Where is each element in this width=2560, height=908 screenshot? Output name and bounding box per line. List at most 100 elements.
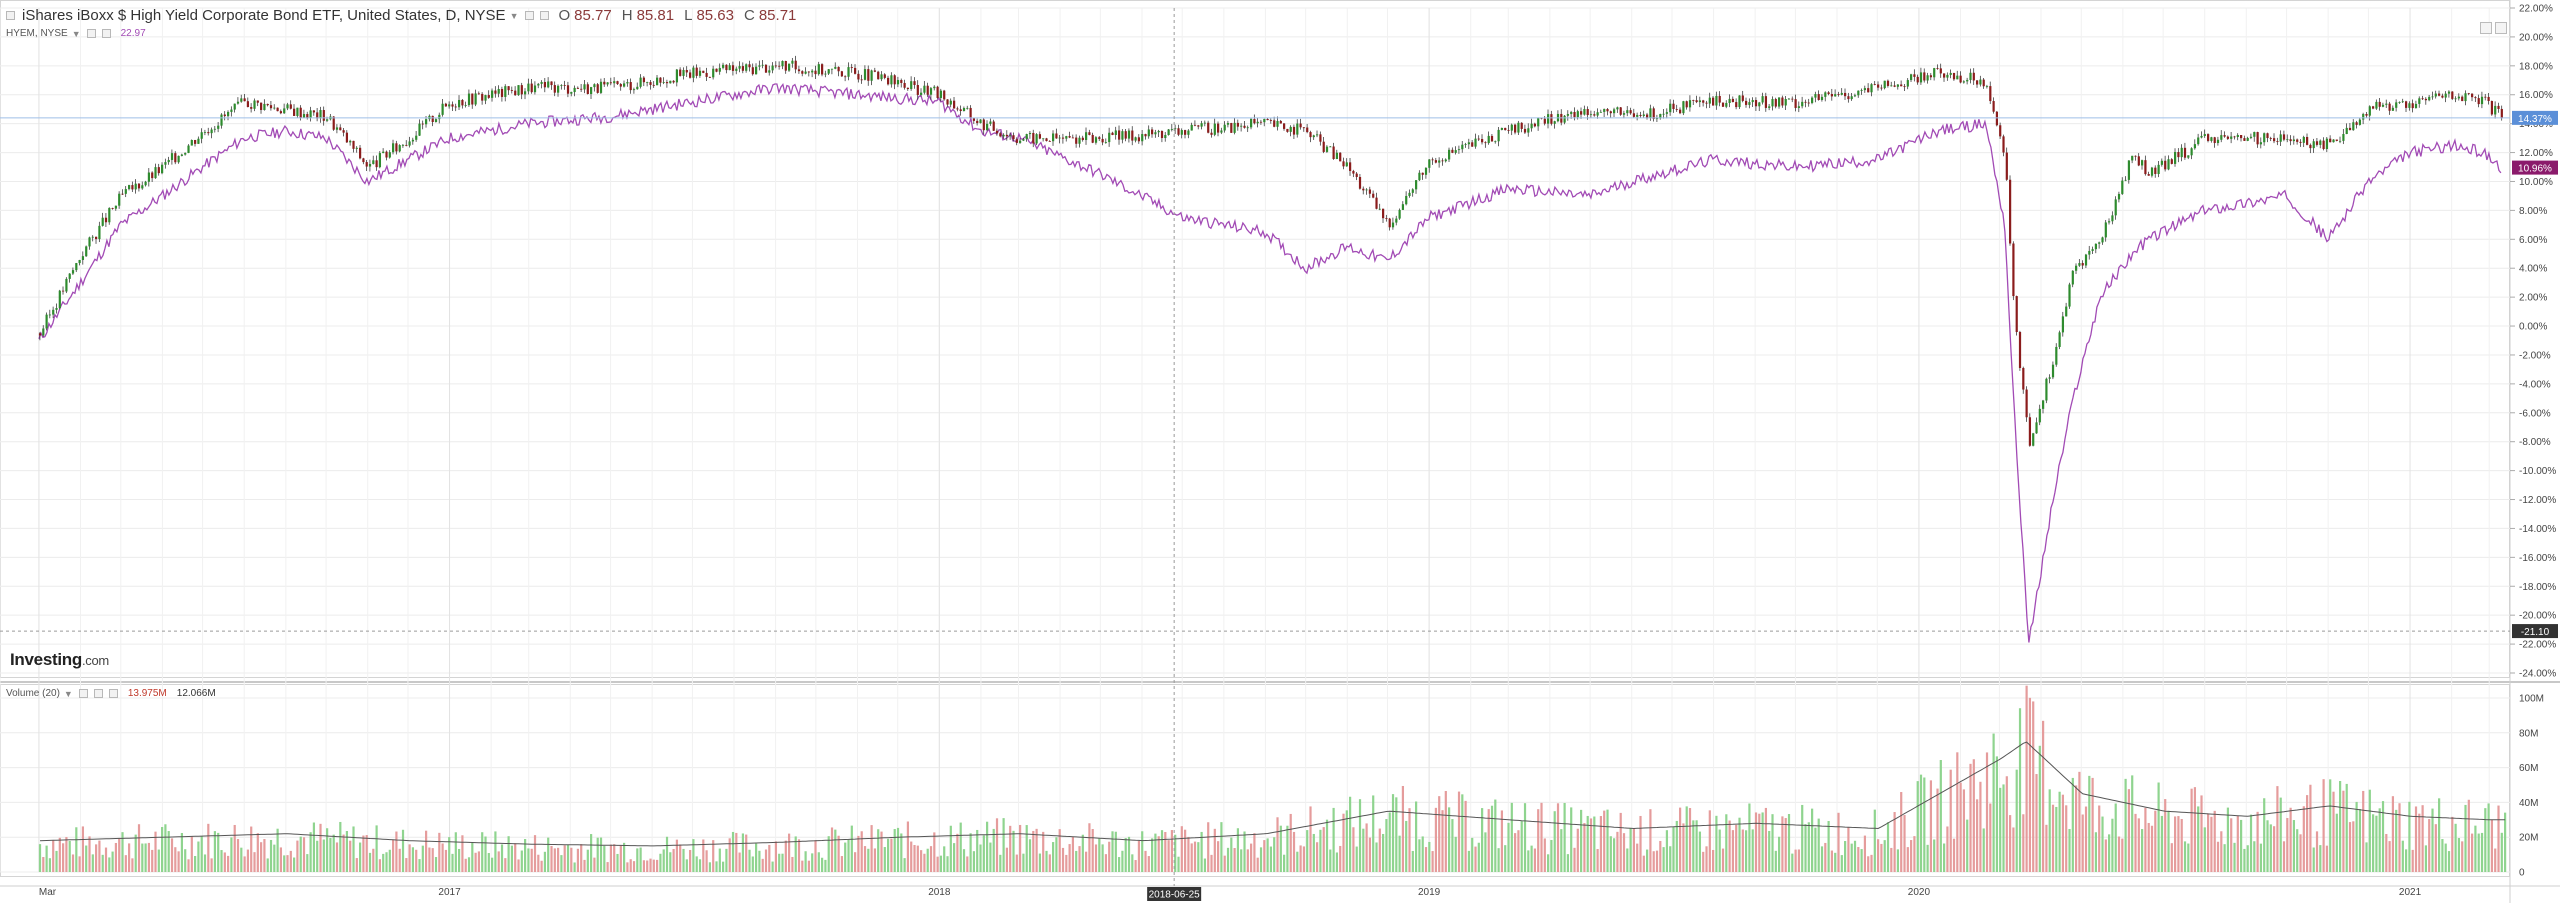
volume-bar	[814, 840, 817, 872]
chevron-down-icon[interactable]: ▼	[71, 28, 81, 39]
volume-bar	[698, 859, 702, 872]
restore-icon[interactable]	[2495, 22, 2507, 34]
volume-bar	[2385, 833, 2388, 872]
volume-bar	[1632, 828, 1636, 872]
candle-body	[1754, 100, 1758, 107]
candle-body	[507, 86, 510, 91]
candle-body	[316, 112, 319, 119]
volume-bar	[1035, 828, 1038, 872]
candle-body	[2144, 160, 2147, 175]
candle-body	[527, 83, 530, 92]
volume-bar	[2048, 789, 2051, 872]
candle-body	[1596, 112, 1599, 116]
candle-body	[1877, 84, 1880, 88]
candle-body	[180, 154, 184, 156]
collapse-icon[interactable]	[6, 11, 15, 20]
volume-bar	[1943, 843, 1946, 872]
volume-bar	[1124, 838, 1127, 872]
candle-body	[415, 135, 418, 140]
volume-bar	[2414, 806, 2418, 872]
hide-icon[interactable]	[539, 11, 549, 20]
settings-icon[interactable]	[524, 11, 534, 20]
volume-bar	[1599, 816, 1603, 872]
candle-body	[1748, 102, 1751, 105]
candle-body	[1807, 102, 1810, 104]
candle-body	[791, 60, 794, 64]
volume-bar	[1071, 836, 1075, 872]
volume-bar	[1091, 829, 1094, 872]
candle-body	[1764, 96, 1768, 108]
volume-bar	[2025, 685, 2028, 872]
candle-body	[1622, 113, 1626, 115]
candle-body	[1863, 88, 1867, 91]
volume-bar	[2378, 808, 2381, 872]
volume-bar	[2098, 805, 2101, 872]
volume-bar	[774, 841, 778, 872]
settings-icon[interactable]	[86, 29, 96, 38]
volume-tick-label: 80M	[2519, 728, 2538, 739]
candle-body	[2418, 98, 2421, 104]
volume-bar	[401, 829, 405, 872]
candle-body	[916, 84, 919, 95]
candle-body	[2061, 316, 2065, 333]
volume-bar	[590, 834, 593, 872]
close-icon[interactable]	[101, 29, 111, 38]
chevron-down-icon[interactable]: ▼	[509, 10, 519, 21]
volume-bar	[2141, 829, 2144, 872]
settings-icon[interactable]	[78, 689, 88, 698]
candle-body	[2471, 93, 2474, 98]
candle-body	[2381, 104, 2385, 107]
volume-bar	[636, 848, 639, 872]
candle-body	[1784, 99, 1787, 106]
candle-body	[2230, 136, 2233, 139]
volume-bar	[2259, 843, 2263, 872]
candle-body	[1019, 140, 1022, 143]
volume-bar	[1692, 820, 1695, 872]
candle-body	[1085, 132, 1088, 141]
candle-body	[322, 110, 325, 121]
candle-body	[2170, 159, 2173, 164]
volume-bar	[355, 858, 358, 872]
candle-body	[903, 82, 906, 88]
volume-bar	[1375, 842, 1378, 872]
hide-icon[interactable]	[93, 689, 103, 698]
candle-body	[1286, 128, 1289, 132]
volume-bar	[147, 842, 151, 872]
candle-body	[207, 132, 210, 134]
volume-bar	[1910, 840, 1913, 872]
volume-bar	[124, 855, 127, 872]
candle-body	[260, 102, 263, 110]
volume-bar	[738, 852, 741, 872]
candle-body	[1002, 134, 1005, 137]
price-tick-label: -16.00%	[2519, 553, 2556, 564]
volume-bar	[1302, 846, 1306, 872]
volume-bar	[1702, 851, 1705, 872]
close-icon[interactable]	[108, 689, 118, 698]
candle-body	[1309, 132, 1312, 138]
candle-body	[1523, 128, 1527, 133]
volume-bar	[1481, 808, 1484, 872]
candle-body	[1781, 97, 1784, 106]
volume-bar	[1662, 847, 1665, 872]
volume-bar	[213, 831, 217, 872]
close-value: 85.71	[758, 7, 797, 24]
candle-body	[609, 82, 613, 84]
candle-body	[1639, 114, 1642, 116]
volume-bar	[2104, 839, 2107, 872]
volume-bar	[203, 854, 207, 872]
candle-body	[1005, 134, 1009, 137]
candle-body	[840, 71, 844, 77]
maximize-icon[interactable]	[2480, 22, 2492, 34]
candle-body	[2187, 155, 2190, 158]
volume-bar	[900, 833, 903, 872]
candle-body	[1553, 121, 1556, 124]
candle-body	[2108, 221, 2111, 223]
volume-bar	[131, 858, 134, 872]
volume-bar	[1012, 830, 1015, 872]
volume-bar	[1471, 837, 1474, 872]
candle-body	[989, 121, 992, 124]
chevron-down-icon[interactable]: ▼	[63, 688, 73, 699]
volume-bar	[972, 851, 976, 872]
